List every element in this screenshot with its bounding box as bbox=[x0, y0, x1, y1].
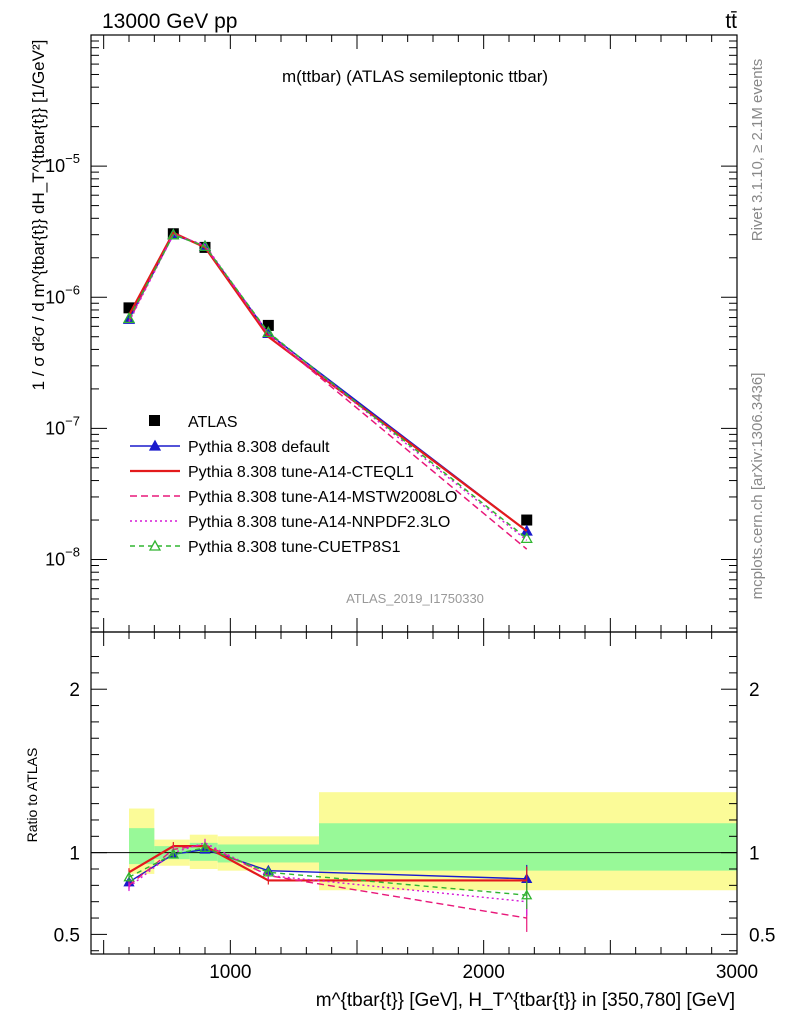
legend-label: Pythia 8.308 tune-A14-NNPDF2.3LO bbox=[188, 514, 450, 531]
main-line-series-3 bbox=[128, 232, 528, 550]
main-y-axis-label: 1 / σ d²σ / d m^{tbar{t}} dH_T^{tbar{t}}… bbox=[29, 40, 48, 391]
legend-marker-atlas bbox=[149, 415, 160, 426]
main-line-series-4 bbox=[128, 233, 528, 541]
mcplots-label: mcplots.cern.ch [arXiv:1306.3436] bbox=[749, 373, 766, 600]
process-label: tt̄ bbox=[725, 10, 737, 33]
uncertainty-band-green bbox=[217, 844, 319, 863]
legend-label: ATLAS bbox=[188, 414, 238, 431]
x-tick-label: 1000 bbox=[209, 962, 251, 983]
cuetp8s1-marker bbox=[520, 532, 533, 543]
y-tick-label: 10−7 bbox=[45, 413, 80, 438]
analysis-watermark: ATLAS_2019_I1750330 bbox=[346, 591, 484, 606]
main-line-series-5 bbox=[128, 233, 528, 539]
ratio-y-tick-label-left: 1 bbox=[69, 844, 80, 865]
ratio-marker bbox=[521, 889, 533, 900]
main-plot-panel: 10−8 10−7 10−6 10−5 m(ttbar) (ATLAS semilep… bbox=[29, 34, 738, 633]
ratio-marker bbox=[167, 848, 179, 859]
ratio-marker bbox=[123, 871, 135, 882]
ratio-y-tick-label-right: 1 bbox=[749, 844, 760, 865]
legend-marker bbox=[148, 539, 162, 551]
ratio-plot-panel: 0.5 0.5 1 1 2 2 1000 2000 3000 Ratio to ATLAS m^… bbox=[24, 631, 775, 1011]
cuetp8s1-marker bbox=[167, 228, 180, 240]
uncertainty-band-green bbox=[319, 823, 737, 871]
atlas-data-point bbox=[123, 302, 135, 314]
main-plot-title: m(ttbar) (ATLAS semileptonic ttbar) bbox=[282, 67, 548, 86]
legend-marker bbox=[148, 439, 162, 451]
x-axis-label: m^{tbar{t}} [GeV], H_T^{tbar{t}} in [350… bbox=[316, 990, 735, 1011]
ratio-y-tick-label-right: 0.5 bbox=[749, 925, 775, 946]
legend-label: Pythia 8.308 tune-A14-MSTW2008LO bbox=[188, 489, 457, 506]
ratio-marker bbox=[262, 866, 274, 877]
x-tick-label: 2000 bbox=[463, 962, 505, 983]
legend-label: Pythia 8.308 tune-A14-CTEQL1 bbox=[188, 464, 414, 481]
ratio-y-axis-label: Ratio to ATLAS bbox=[24, 748, 40, 843]
ratio-y-tick-label-left: 2 bbox=[69, 680, 80, 701]
legend-label: Pythia 8.308 default bbox=[188, 439, 330, 456]
x-tick-label: 3000 bbox=[716, 962, 758, 983]
uncertainty-band-green bbox=[129, 828, 155, 865]
atlas-data-point bbox=[262, 319, 274, 331]
y-tick-label: 10−5 bbox=[45, 151, 80, 176]
atlas-data-point bbox=[521, 514, 533, 526]
ratio-y-tick-label-left: 0.5 bbox=[54, 925, 80, 946]
cuetp8s1-marker bbox=[198, 239, 212, 251]
ratio-y-tick-label-right: 2 bbox=[749, 680, 760, 701]
cuetp8s1-marker bbox=[122, 312, 136, 324]
ratio-marker bbox=[199, 841, 211, 853]
y-tick-label: 10−6 bbox=[45, 282, 80, 307]
y-tick-label: 10−8 bbox=[45, 545, 80, 570]
legend: ATLAS Pythia 8.308 default Pythia 8.308 tu… bbox=[130, 414, 457, 556]
rivet-label: Rivet 3.1.10, ≥ 2.1M events bbox=[749, 59, 766, 242]
energy-label: 13000 GeV pp bbox=[102, 10, 237, 33]
legend-label: Pythia 8.308 tune-CUETP8S1 bbox=[188, 539, 401, 556]
ratio-plot-frame bbox=[90, 631, 738, 955]
cuetp8s1-marker bbox=[262, 326, 275, 337]
